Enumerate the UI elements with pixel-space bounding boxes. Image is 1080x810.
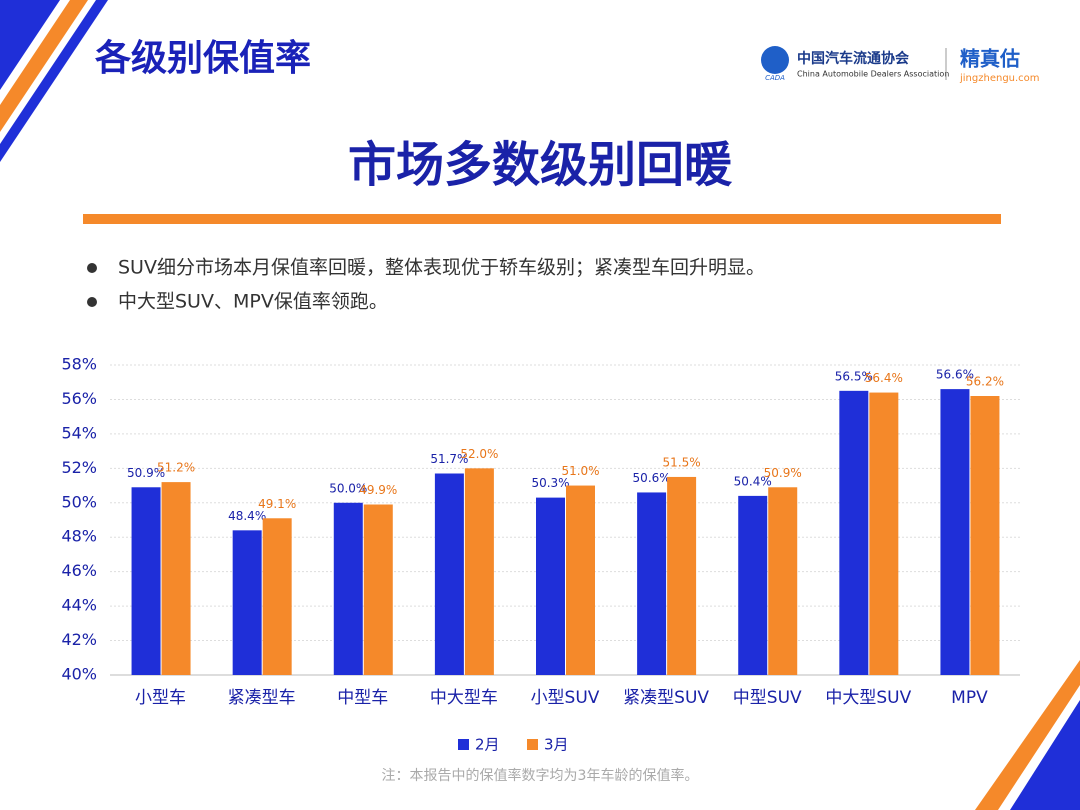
headline: 市场多数级别回暖 [348,137,733,193]
x-tick-label: MPV [951,688,988,708]
value-label: 50.0% [329,481,367,495]
legend-swatch [458,739,469,750]
value-label: 50.6% [633,471,671,485]
bar [738,495,768,675]
bullet-dot [87,297,97,307]
bar [363,504,393,675]
value-label: 52.0% [460,447,498,461]
headline-rule [83,214,1001,224]
header-title: 各级别保值率 [95,38,311,79]
logo-cn: 中国汽车流通协会 [797,50,910,67]
value-label: 56.5% [835,369,873,383]
x-tick-label: 中型车 [337,688,388,708]
logo-icon [761,46,789,74]
value-label: 51.5% [663,455,701,469]
value-label: 49.9% [359,483,397,497]
corner-stripe [0,0,88,132]
bullet: SUV细分市场本月保值率回暖，整体表现优于轿车级别；紧凑型车回升明显。 [118,257,765,279]
corner-stripe [1010,700,1080,810]
bar [970,396,1000,675]
x-tick-label: 中大型SUV [825,688,911,708]
value-label: 50.3% [531,476,569,490]
value-label: 50.9% [764,466,802,480]
y-tick-label: 52% [61,458,97,477]
legend-swatch [527,739,538,750]
value-label: 50.9% [127,466,165,480]
value-label: 48.4% [228,509,266,523]
bar [637,492,667,675]
logo-short: CADA [765,74,785,82]
y-tick-label: 44% [61,596,97,615]
bar [333,502,363,675]
y-tick-label: 42% [61,630,97,649]
x-tick-label: 中大型车 [430,688,498,708]
y-tick-label: 46% [61,561,97,580]
bar [667,476,697,675]
y-tick-label: 54% [61,423,97,442]
bar [839,390,869,675]
corner-stripe [975,660,1080,810]
corner-stripe [0,0,60,90]
y-tick-label: 50% [61,492,97,511]
corner-stripe [0,0,108,162]
bar [262,518,292,675]
bar [768,487,798,675]
y-tick-label: 56% [61,389,97,408]
y-tick-label: 40% [61,665,97,684]
bar [464,468,494,675]
x-tick-label: 小型车 [135,688,186,708]
bullet: 中大型SUV、MPV保值率领跑。 [118,291,388,313]
bar [131,487,161,675]
bar [566,485,595,675]
x-tick-label: 紧凑型SUV [623,688,709,708]
bar [161,482,191,675]
brand: 精真估 [960,47,1020,71]
brand-url: jingzhengu.com [959,73,1040,84]
x-tick-label: 紧凑型车 [228,688,296,708]
value-label: 51.7% [430,452,468,466]
value-label: 56.2% [966,375,1004,389]
legend-label: 3月 [544,736,569,754]
value-label: 56.4% [865,371,903,385]
y-tick-label: 48% [61,527,97,546]
x-tick-label: 中型SUV [733,688,802,708]
value-label: 56.6% [936,368,974,382]
bar [434,473,464,675]
bar [232,530,262,675]
y-tick-label: 58% [61,355,97,374]
value-label: 51.0% [561,464,599,478]
x-tick-label: 小型SUV [531,688,600,708]
bar [940,389,970,675]
value-label: 51.2% [157,461,195,475]
value-label: 50.4% [734,474,772,488]
value-label: 49.1% [258,497,296,511]
bar [869,392,899,675]
legend-label: 2月 [475,736,500,754]
bar [536,497,565,675]
footnote: 注：本报告中的保值率数字均为3年车龄的保值率。 [382,767,699,784]
bullet-dot [87,263,97,273]
logo-en: China Automobile Dealers Association [797,70,949,79]
